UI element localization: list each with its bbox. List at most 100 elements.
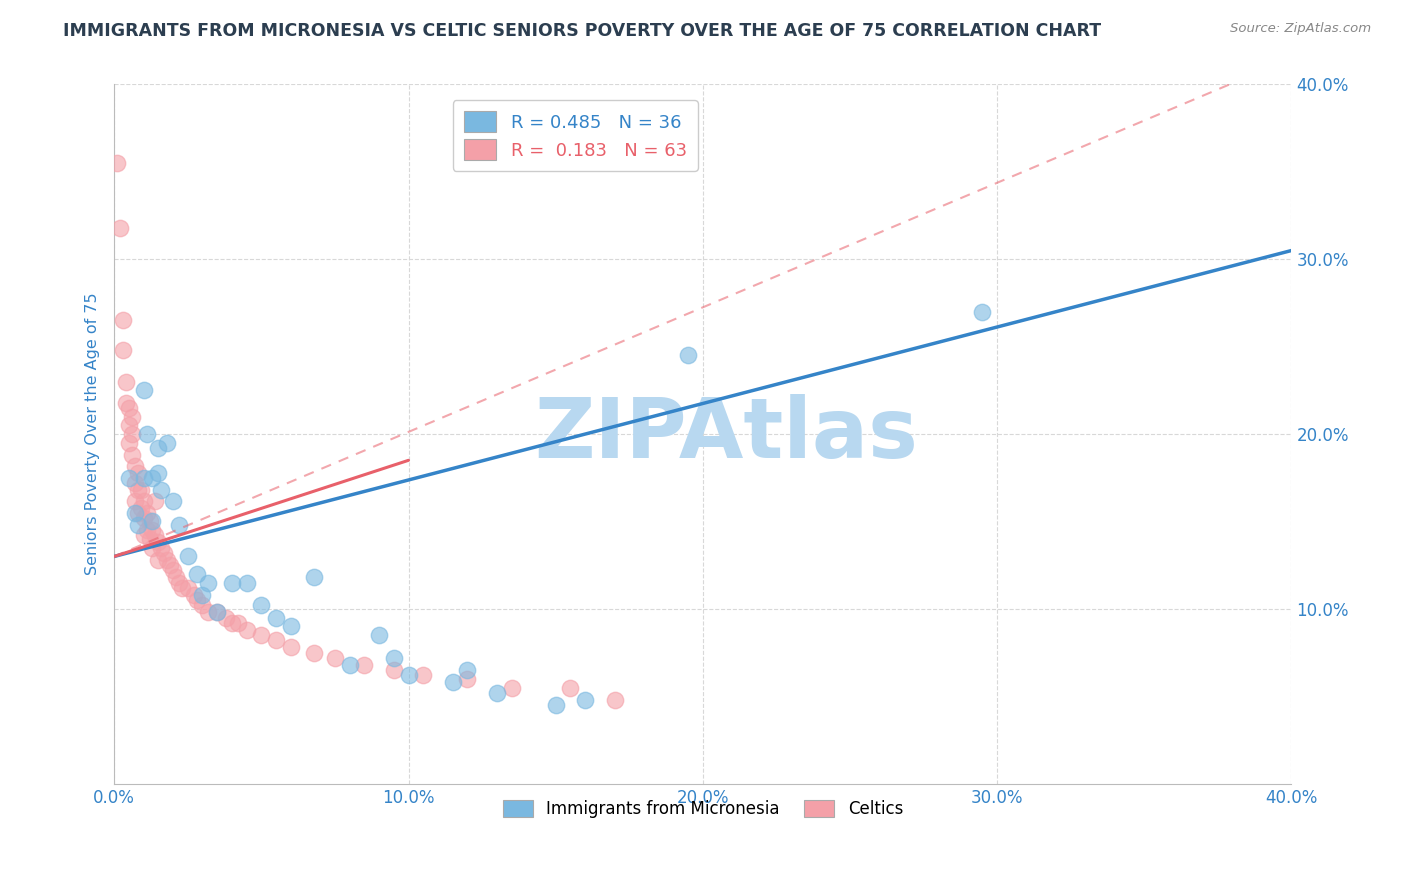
Point (153, 546, 176, 560)
Point (156, 435, 179, 450)
Point (148, 535, 170, 549)
Point (191, 599, 214, 613)
Point (205, 606, 228, 620)
Point (162, 564, 184, 578)
Point (124, 506, 146, 520)
Point (127, 518, 149, 533)
Point (121, 427, 143, 442)
Point (177, 581, 200, 595)
Point (264, 633, 287, 648)
Point (280, 640, 302, 655)
Point (456, 663, 478, 677)
Point (676, 348, 699, 362)
Point (191, 588, 214, 602)
Point (108, 220, 131, 235)
Point (165, 570, 187, 584)
Point (129, 483, 152, 497)
Point (141, 471, 163, 485)
Point (186, 593, 208, 607)
Point (132, 528, 155, 542)
Point (205, 606, 228, 620)
Point (221, 615, 243, 630)
Legend: Immigrants from Micronesia, Celtics: Immigrants from Micronesia, Celtics (496, 793, 910, 824)
Point (121, 409, 143, 424)
Point (382, 663, 405, 677)
Point (170, 581, 193, 595)
Text: IMMIGRANTS FROM MICRONESIA VS CELTIC SENIORS POVERTY OVER THE AGE OF 75 CORRELAT: IMMIGRANTS FROM MICRONESIA VS CELTIC SEN… (63, 22, 1101, 40)
Point (127, 466, 149, 480)
Point (118, 418, 141, 433)
Point (127, 483, 149, 497)
Point (127, 506, 149, 520)
Point (972, 304, 994, 318)
Point (124, 476, 146, 491)
Point (183, 588, 205, 602)
Point (560, 681, 582, 695)
Point (141, 541, 163, 555)
Point (138, 532, 160, 546)
Point (398, 668, 420, 682)
Point (456, 672, 478, 686)
Text: Source: ZipAtlas.com: Source: ZipAtlas.com (1230, 22, 1371, 36)
Point (115, 375, 138, 389)
Point (264, 610, 287, 624)
Point (115, 395, 138, 409)
Point (353, 657, 375, 672)
Point (226, 615, 249, 630)
Point (221, 575, 243, 590)
Point (544, 698, 567, 712)
Point (132, 471, 155, 485)
Point (368, 628, 391, 642)
Point (235, 575, 257, 590)
Point (485, 686, 508, 700)
Point (250, 628, 273, 642)
Point (186, 566, 208, 581)
Point (111, 343, 134, 358)
Point (105, 156, 128, 170)
Point (135, 506, 157, 520)
Point (135, 427, 157, 442)
Point (167, 575, 190, 590)
Point (124, 458, 146, 473)
Point (197, 575, 219, 590)
Point (150, 541, 173, 555)
Point (215, 610, 238, 624)
Point (156, 553, 179, 567)
Point (118, 435, 141, 450)
Point (501, 681, 523, 695)
Point (150, 483, 173, 497)
Point (124, 493, 146, 508)
Y-axis label: Seniors Poverty Over the Age of 75: Seniors Poverty Over the Age of 75 (86, 293, 100, 575)
Point (603, 693, 626, 707)
Point (177, 549, 200, 564)
Point (304, 646, 326, 660)
Point (135, 523, 157, 537)
Point (145, 493, 167, 508)
Point (339, 657, 361, 672)
Point (304, 570, 326, 584)
Point (323, 651, 346, 665)
Point (118, 401, 141, 415)
Text: ZIPAtlas: ZIPAtlas (534, 393, 918, 475)
Point (148, 441, 170, 455)
Point (574, 693, 596, 707)
Point (132, 384, 155, 398)
Point (141, 515, 163, 529)
Point (167, 518, 190, 533)
Point (132, 493, 155, 508)
Point (145, 528, 167, 542)
Point (111, 313, 134, 327)
Point (162, 493, 184, 508)
Point (141, 523, 163, 537)
Point (132, 511, 155, 525)
Point (250, 599, 273, 613)
Point (235, 623, 257, 637)
Point (412, 668, 434, 682)
Point (159, 558, 181, 573)
Point (121, 448, 143, 462)
Point (138, 515, 160, 529)
Point (280, 619, 302, 633)
Point (118, 471, 141, 485)
Point (129, 500, 152, 515)
Point (197, 606, 219, 620)
